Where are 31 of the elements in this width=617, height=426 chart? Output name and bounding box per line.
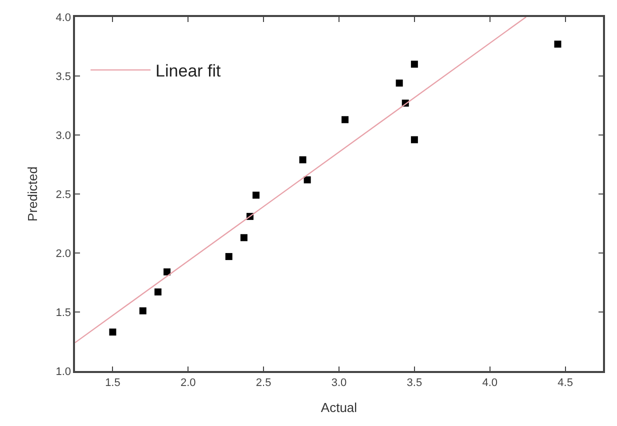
x-tick-label: 3.5 xyxy=(406,376,422,389)
x-tick-label: 2.5 xyxy=(256,376,272,389)
point xyxy=(225,253,232,260)
point xyxy=(554,40,562,48)
legend-label: Linear fit xyxy=(156,62,222,81)
x-tick-label: 1.5 xyxy=(105,376,120,389)
point xyxy=(139,307,146,314)
y-tick-label: 1.5 xyxy=(56,306,72,319)
y-tick-label: 4.0 xyxy=(56,12,72,24)
point xyxy=(410,60,418,68)
point xyxy=(342,116,349,124)
point xyxy=(252,192,260,199)
y-tick-label: 1.0 xyxy=(56,366,72,378)
y-tick-label: 3.0 xyxy=(56,130,72,142)
y-tick-label: 2.5 xyxy=(56,188,72,201)
point xyxy=(396,80,403,87)
point xyxy=(240,234,248,242)
x-tick-label: 3.0 xyxy=(331,376,347,389)
x-tick-label: 2.0 xyxy=(180,376,196,389)
y-tick-label: 2.0 xyxy=(56,248,72,260)
point xyxy=(154,288,162,296)
point xyxy=(410,136,418,144)
x-tick-label: 4.5 xyxy=(558,376,573,389)
point xyxy=(299,156,306,164)
x-axis-title: Actual xyxy=(320,400,358,416)
point xyxy=(164,268,171,276)
x-tick-label: 4.0 xyxy=(482,376,498,389)
y-axis-title: Predicted xyxy=(25,166,40,222)
point xyxy=(304,176,311,184)
y-tick-label: 3.5 xyxy=(56,70,72,83)
point xyxy=(109,328,116,336)
